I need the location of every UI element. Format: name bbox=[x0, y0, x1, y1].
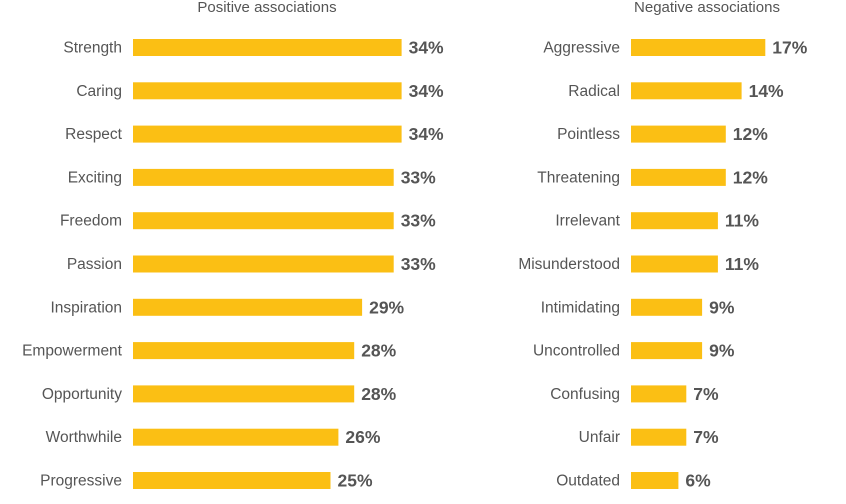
negative-label-aggressive: Aggressive bbox=[543, 40, 620, 57]
positive-label-progressive: Progressive bbox=[40, 473, 122, 490]
positive-title: Positive associations bbox=[197, 0, 336, 16]
positive-bar-progressive bbox=[133, 472, 331, 489]
positive-value-opportunity: 28% bbox=[361, 384, 396, 404]
positive-label-strength: Strength bbox=[63, 40, 122, 57]
positive-bar-passion bbox=[133, 255, 394, 273]
negative-title: Negative associations bbox=[634, 0, 780, 16]
negative-bar-uncontrolled bbox=[631, 342, 703, 360]
negative-value-uncontrolled: 9% bbox=[709, 341, 735, 361]
positive-label-inspiration: Inspiration bbox=[50, 299, 122, 316]
negative-bar-irrelevant bbox=[631, 212, 718, 230]
positive-bar-worthwhile bbox=[133, 428, 339, 446]
positive-value-progressive: 25% bbox=[338, 471, 373, 491]
negative-value-pointless: 12% bbox=[733, 124, 768, 144]
positive-bar-caring bbox=[133, 82, 402, 100]
negative-value-outdated: 6% bbox=[685, 471, 711, 491]
negative-label-radical: Radical bbox=[568, 83, 620, 100]
positive-value-caring: 34% bbox=[409, 81, 444, 101]
negative-bar-aggressive bbox=[631, 39, 766, 56]
negative-bar-threatening bbox=[631, 168, 726, 186]
negative-value-radical: 14% bbox=[749, 81, 784, 101]
positive-bars: Strength 34% Caring 34% Respect 34% Exciting 33… bbox=[22, 38, 444, 491]
positive-value-strength: 34% bbox=[409, 38, 444, 58]
negative-label-unfair: Unfair bbox=[579, 429, 620, 446]
positive-bar-exciting bbox=[133, 168, 394, 186]
positive-label-empowerment: Empowerment bbox=[22, 343, 123, 360]
positive-value-passion: 33% bbox=[401, 254, 436, 274]
positive-label-freedom: Freedom bbox=[60, 213, 122, 230]
positive-label-caring: Caring bbox=[76, 83, 122, 100]
positive-label-exciting: Exciting bbox=[68, 169, 122, 186]
negative-value-threatening: 12% bbox=[733, 167, 768, 187]
negative-value-unfair: 7% bbox=[693, 427, 719, 447]
negative-label-misunderstood: Misunderstood bbox=[518, 256, 620, 273]
positive-value-inspiration: 29% bbox=[369, 297, 404, 317]
negative-bar-intimidating bbox=[631, 298, 703, 316]
negative-value-misunderstood: 11% bbox=[725, 254, 759, 274]
negative-bar-misunderstood bbox=[631, 255, 718, 273]
positive-label-passion: Passion bbox=[67, 256, 122, 273]
positive-bar-respect bbox=[133, 125, 402, 143]
positive-bar-inspiration bbox=[133, 298, 363, 316]
positive-value-empowerment: 28% bbox=[361, 341, 396, 361]
positive-value-respect: 34% bbox=[409, 124, 444, 144]
negative-label-intimidating: Intimidating bbox=[541, 299, 620, 316]
negative-label-irrelevant: Irrelevant bbox=[555, 213, 620, 230]
negative-label-confusing: Confusing bbox=[550, 386, 620, 403]
positive-value-freedom: 33% bbox=[401, 211, 436, 231]
positive-bar-opportunity bbox=[133, 385, 355, 403]
positive-label-respect: Respect bbox=[65, 126, 123, 143]
negative-value-irrelevant: 11% bbox=[725, 211, 759, 231]
negative-label-threatening: Threatening bbox=[537, 169, 620, 186]
negative-label-pointless: Pointless bbox=[557, 126, 620, 143]
negative-bar-radical bbox=[631, 82, 742, 100]
positive-bar-freedom bbox=[133, 212, 394, 230]
negative-value-confusing: 7% bbox=[693, 384, 719, 404]
positive-value-exciting: 33% bbox=[401, 167, 436, 187]
negative-bar-confusing bbox=[631, 385, 687, 403]
negative-bar-unfair bbox=[631, 428, 687, 446]
negative-bar-pointless bbox=[631, 125, 726, 143]
negative-value-intimidating: 9% bbox=[709, 297, 735, 317]
negative-value-aggressive: 17% bbox=[772, 38, 807, 58]
negative-label-uncontrolled: Uncontrolled bbox=[533, 343, 620, 360]
positive-bar-strength bbox=[133, 39, 402, 56]
positive-label-opportunity: Opportunity bbox=[42, 386, 122, 403]
positive-label-worthwhile: Worthwhile bbox=[46, 429, 122, 446]
positive-value-worthwhile: 26% bbox=[345, 427, 380, 447]
negative-label-outdated: Outdated bbox=[556, 473, 620, 490]
positive-bar-empowerment bbox=[133, 342, 355, 360]
negative-bars: Aggressive 17% Radical 14% Pointless 12% Threa… bbox=[518, 38, 807, 491]
negative-bar-outdated bbox=[631, 472, 679, 489]
